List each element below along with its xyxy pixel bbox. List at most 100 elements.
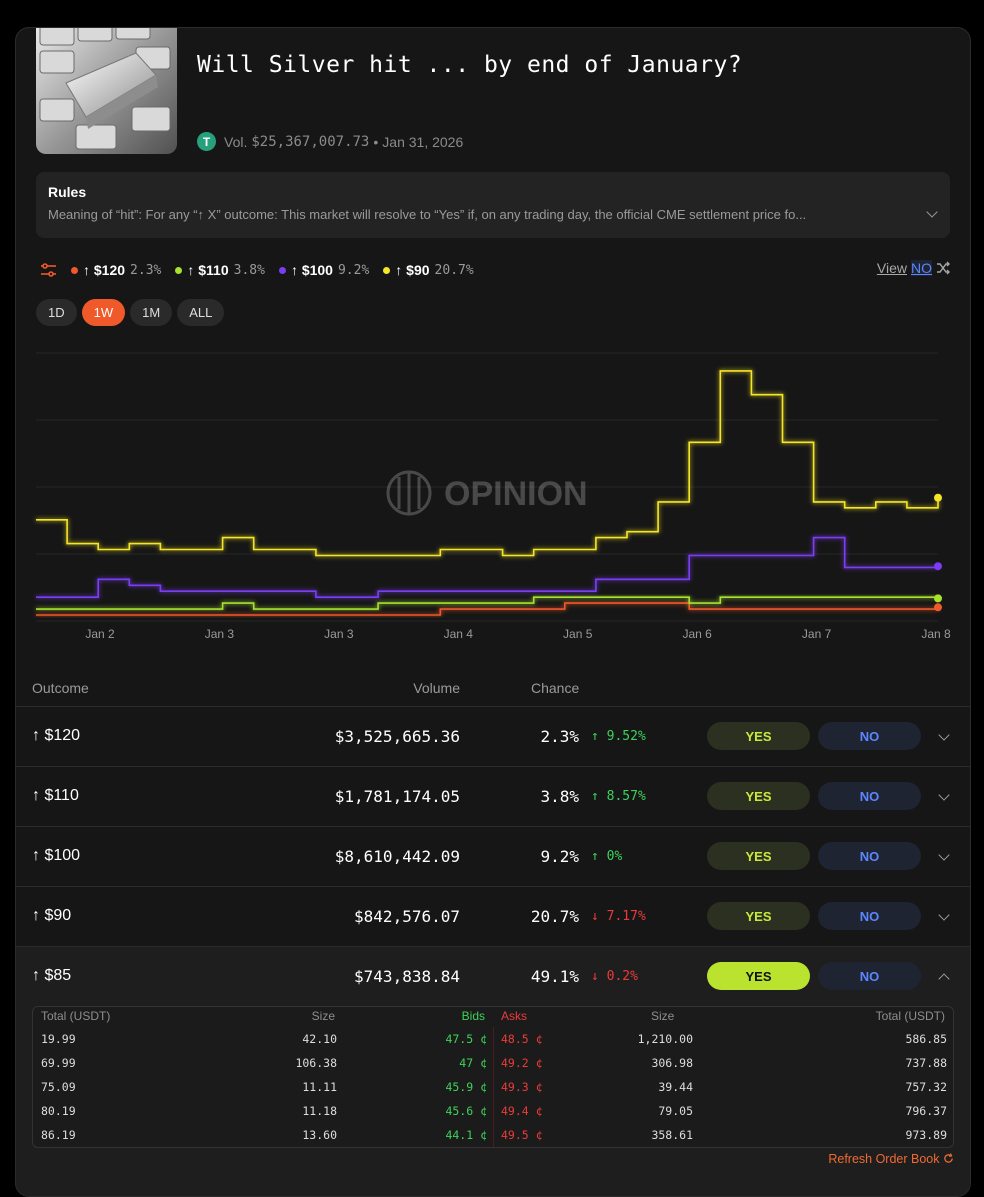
chart-grid	[36, 352, 938, 622]
legend-item-100[interactable]: ↑ $100 9.2%	[278, 262, 370, 278]
ob-header-size-right: Size	[651, 1009, 675, 1023]
ob-size-left: 11.18	[302, 1104, 337, 1118]
outcome-chance: 3.8%	[540, 787, 579, 806]
legend-item-110[interactable]: ↑ $110 3.8%	[175, 262, 265, 278]
outcome-label: ↑ $90	[32, 907, 72, 924]
ob-row[interactable]: 86.19 13.60 44.1 ¢ 49.5 ¢ 358.61 973.89	[33, 1124, 953, 1147]
no-button[interactable]: NO	[818, 782, 921, 810]
outcomes-header: Outcome Volume Chance	[16, 678, 970, 706]
chevron-down-icon[interactable]	[938, 849, 950, 861]
ob-header-total-right: Total (USDT)	[875, 1009, 945, 1023]
time-range-selector: 1D 1W 1M ALL	[36, 299, 225, 326]
ob-header-bids: Bids	[461, 1009, 485, 1023]
ob-bid-price: 47 ¢	[459, 1056, 487, 1070]
yes-button[interactable]: YES	[707, 962, 810, 990]
series-endpoint	[934, 493, 942, 502]
outcome-volume: $1,781,174.05	[334, 787, 460, 806]
outcome-change: ↑ 9.52%	[591, 729, 646, 744]
ob-row[interactable]: 80.19 11.18 45.6 ¢ 49.4 ¢ 79.05 796.37	[33, 1100, 953, 1124]
yes-button[interactable]: YES	[707, 722, 810, 750]
yes-button[interactable]: YES	[707, 902, 810, 930]
market-thumbnail	[36, 28, 177, 154]
yes-button[interactable]: YES	[707, 842, 810, 870]
legend-item-120[interactable]: ↑ $120 2.3%	[71, 262, 161, 278]
legend-dot	[278, 266, 286, 274]
market-title: Will Silver hit ... by end of January?	[197, 52, 743, 78]
series-line	[36, 536, 939, 598]
outcome-change: ↑ 0%	[591, 849, 623, 864]
ob-header-size-left: Size	[311, 1009, 335, 1023]
series-line	[36, 370, 939, 557]
chevron-down-icon[interactable]	[938, 909, 950, 921]
chevron-down-icon[interactable]	[926, 206, 938, 218]
view-no-link[interactable]: View NO	[877, 260, 950, 276]
x-tick-label: Jan 6	[682, 627, 712, 641]
ob-ask-price: 49.4 ¢	[501, 1104, 543, 1118]
outcome-chance: 49.1%	[530, 967, 579, 986]
outcome-change: ↓ 7.17%	[591, 909, 646, 924]
chevron-down-icon[interactable]	[938, 789, 950, 801]
view-no-label: NO	[911, 260, 932, 276]
outcome-label: ↑ $120	[32, 727, 81, 744]
outcome-label: ↑ $85	[32, 967, 72, 984]
range-1w[interactable]: 1W	[81, 299, 126, 326]
ob-total-right: 737.88	[905, 1056, 947, 1070]
meta-separator: •	[373, 133, 379, 150]
rules-panel[interactable]: Rules Meaning of “hit”: For any “↑ X” ou…	[36, 172, 950, 238]
series-endpoint	[934, 594, 942, 603]
outcome-row-120[interactable]: ↑ $120 $3,525,665.36 2.3% ↑ 9.52% YES NO	[16, 706, 970, 766]
outcome-row-110[interactable]: ↑ $110 $1,781,174.05 3.8% ↑ 8.57% YES NO	[16, 766, 970, 826]
tether-coin-icon: T	[197, 132, 216, 151]
volume-label: Vol.	[224, 133, 248, 150]
no-button[interactable]: NO	[818, 722, 921, 750]
outcome-chance: 20.7%	[530, 907, 579, 926]
ob-size-right: 39.44	[658, 1080, 693, 1094]
no-button[interactable]: NO	[818, 902, 921, 930]
refresh-order-book-link[interactable]: Refresh Order Book	[828, 1152, 954, 1166]
col-chance: Chance	[531, 680, 580, 696]
outcome-row-100[interactable]: ↑ $100 $8,610,442.09 9.2% ↑ 0% YES NO	[16, 826, 970, 886]
chart-legend: ↑ $120 2.3% ↑ $110 3.8% ↑ $100 9.2% ↑ $9…	[40, 262, 474, 278]
market-meta: T Vol. $25,367,007.73 • Jan 31, 2026	[197, 132, 463, 151]
price-chart[interactable]: OPINION Jan 2 Jan 3 Jan 3 Jan 4 Jan 5 Jan 6 Ja…	[16, 343, 971, 643]
ob-total-left: 86.19	[41, 1128, 76, 1142]
silver-bars-image	[36, 28, 177, 154]
range-1d[interactable]: 1D	[36, 299, 77, 326]
ob-bid-price: 44.1 ¢	[445, 1128, 487, 1142]
chevron-down-icon[interactable]	[938, 729, 950, 741]
watermark-text: OPINION	[444, 475, 588, 513]
series-endpoint	[934, 562, 942, 571]
legend-pct: 2.3%	[130, 262, 162, 278]
ob-total-right: 973.89	[905, 1128, 947, 1142]
ob-row[interactable]: 75.09 11.11 45.9 ¢ 49.3 ¢ 39.44 757.32	[33, 1076, 953, 1100]
ob-ask-price: 48.5 ¢	[501, 1032, 543, 1046]
no-button[interactable]: NO	[818, 842, 921, 870]
x-tick-label: Jan 8	[921, 627, 951, 641]
ob-bid-price: 45.9 ¢	[445, 1080, 487, 1094]
order-book: Total (USDT) Size Bids Asks Size Total (…	[32, 1006, 954, 1148]
legend-pct: 9.2%	[337, 262, 370, 278]
yes-button[interactable]: YES	[707, 782, 810, 810]
no-button[interactable]: NO	[818, 962, 921, 990]
ob-header-total-left: Total (USDT)	[41, 1009, 111, 1023]
legend-item-90[interactable]: ↑ $90 20.7%	[383, 262, 474, 278]
x-tick-label: Jan 3	[324, 627, 354, 641]
ob-divider	[493, 1027, 494, 1147]
legend-dot	[71, 266, 78, 274]
ob-total-left: 75.09	[41, 1080, 76, 1094]
range-1m[interactable]: 1M	[130, 299, 173, 326]
legend-dot	[175, 266, 183, 274]
x-axis: Jan 2 Jan 3 Jan 3 Jan 4 Jan 5 Jan 6 Jan 7 Jan 8	[85, 627, 951, 641]
sliders-icon[interactable]	[40, 263, 57, 277]
rules-text: Meaning of “hit”: For any “↑ X” outcome:…	[48, 207, 807, 222]
ob-row[interactable]: 69.99 106.38 47 ¢ 49.2 ¢ 306.98 737.88	[33, 1052, 953, 1076]
outcome-label: ↑ $100	[32, 847, 81, 864]
series-line	[36, 602, 939, 616]
range-all[interactable]: ALL	[177, 299, 225, 326]
outcome-volume: $743,838.84	[354, 967, 460, 986]
refresh-label: Refresh Order Book	[828, 1152, 940, 1166]
chart-series	[36, 370, 942, 616]
outcome-row-90[interactable]: ↑ $90 $842,576.07 20.7% ↓ 7.17% YES NO	[16, 886, 970, 946]
ob-row[interactable]: 19.99 42.10 47.5 ¢ 48.5 ¢ 1,210.00 586.85	[33, 1028, 953, 1052]
chevron-up-icon[interactable]	[938, 973, 950, 985]
